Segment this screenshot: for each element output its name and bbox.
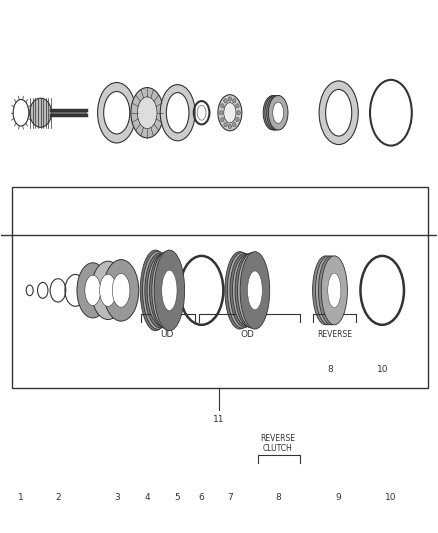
Text: REVERSE
CLUTCH: REVERSE CLUTCH (260, 433, 295, 453)
Ellipse shape (325, 273, 338, 308)
Ellipse shape (325, 90, 352, 136)
Ellipse shape (152, 272, 168, 309)
Ellipse shape (218, 95, 242, 131)
Ellipse shape (230, 253, 260, 327)
Ellipse shape (233, 99, 236, 103)
Ellipse shape (263, 95, 283, 130)
Ellipse shape (221, 104, 224, 108)
Ellipse shape (99, 274, 117, 306)
Ellipse shape (104, 92, 130, 134)
Text: 8: 8 (327, 365, 333, 374)
Ellipse shape (315, 256, 342, 325)
Text: 9: 9 (336, 494, 342, 503)
Ellipse shape (269, 102, 280, 123)
Ellipse shape (233, 254, 262, 326)
Ellipse shape (233, 123, 236, 127)
Text: 10: 10 (376, 365, 388, 374)
Ellipse shape (232, 271, 247, 310)
Ellipse shape (313, 256, 339, 325)
Ellipse shape (319, 81, 358, 144)
Ellipse shape (273, 102, 284, 123)
Text: 6: 6 (199, 494, 205, 503)
Ellipse shape (236, 104, 239, 108)
Ellipse shape (236, 117, 239, 122)
Ellipse shape (159, 271, 175, 310)
Ellipse shape (228, 97, 232, 101)
Ellipse shape (157, 272, 173, 309)
Ellipse shape (322, 273, 335, 308)
Text: 3: 3 (114, 494, 120, 503)
Text: 11: 11 (213, 415, 225, 424)
Ellipse shape (112, 273, 130, 307)
Ellipse shape (268, 102, 279, 123)
Ellipse shape (162, 270, 177, 311)
Text: 10: 10 (385, 494, 397, 503)
Ellipse shape (219, 111, 223, 115)
Ellipse shape (103, 260, 139, 321)
Ellipse shape (267, 95, 286, 130)
Text: 1: 1 (18, 494, 24, 503)
Ellipse shape (140, 250, 171, 330)
Ellipse shape (166, 93, 189, 133)
Text: REVERSE: REVERSE (317, 330, 352, 339)
Ellipse shape (149, 253, 180, 328)
Ellipse shape (319, 273, 332, 308)
Ellipse shape (85, 275, 101, 305)
Ellipse shape (235, 271, 250, 309)
Ellipse shape (145, 253, 175, 328)
Ellipse shape (318, 256, 345, 325)
Ellipse shape (245, 271, 260, 309)
Ellipse shape (147, 254, 178, 326)
Ellipse shape (268, 95, 288, 130)
Ellipse shape (240, 272, 254, 309)
Text: UD: UD (160, 330, 173, 339)
Ellipse shape (237, 111, 240, 115)
Ellipse shape (328, 273, 341, 308)
Ellipse shape (152, 252, 182, 329)
Ellipse shape (224, 103, 236, 123)
Ellipse shape (224, 123, 227, 127)
Ellipse shape (237, 253, 267, 328)
Text: 7: 7 (227, 494, 233, 503)
Bar (12, 187, 428, 389)
Ellipse shape (237, 272, 252, 309)
Ellipse shape (228, 124, 232, 128)
Ellipse shape (227, 253, 257, 328)
Ellipse shape (150, 271, 166, 310)
Ellipse shape (240, 252, 270, 329)
Ellipse shape (221, 117, 224, 122)
Ellipse shape (242, 272, 257, 309)
Ellipse shape (271, 102, 282, 123)
Text: 2: 2 (55, 494, 61, 503)
Ellipse shape (142, 252, 173, 329)
Ellipse shape (225, 252, 254, 329)
Ellipse shape (91, 261, 125, 319)
Text: OD: OD (240, 330, 254, 339)
Ellipse shape (30, 98, 51, 127)
Ellipse shape (138, 97, 157, 128)
Ellipse shape (265, 95, 285, 130)
Ellipse shape (131, 87, 163, 138)
Ellipse shape (160, 85, 195, 141)
Text: 5: 5 (175, 494, 180, 503)
Ellipse shape (235, 253, 265, 327)
Ellipse shape (98, 83, 136, 143)
Ellipse shape (77, 263, 109, 318)
Ellipse shape (155, 272, 170, 309)
Ellipse shape (154, 250, 185, 330)
Text: 4: 4 (145, 494, 150, 503)
Text: 8: 8 (275, 494, 281, 503)
Ellipse shape (148, 270, 163, 311)
Ellipse shape (224, 99, 227, 103)
Ellipse shape (247, 271, 262, 310)
Ellipse shape (321, 256, 347, 325)
